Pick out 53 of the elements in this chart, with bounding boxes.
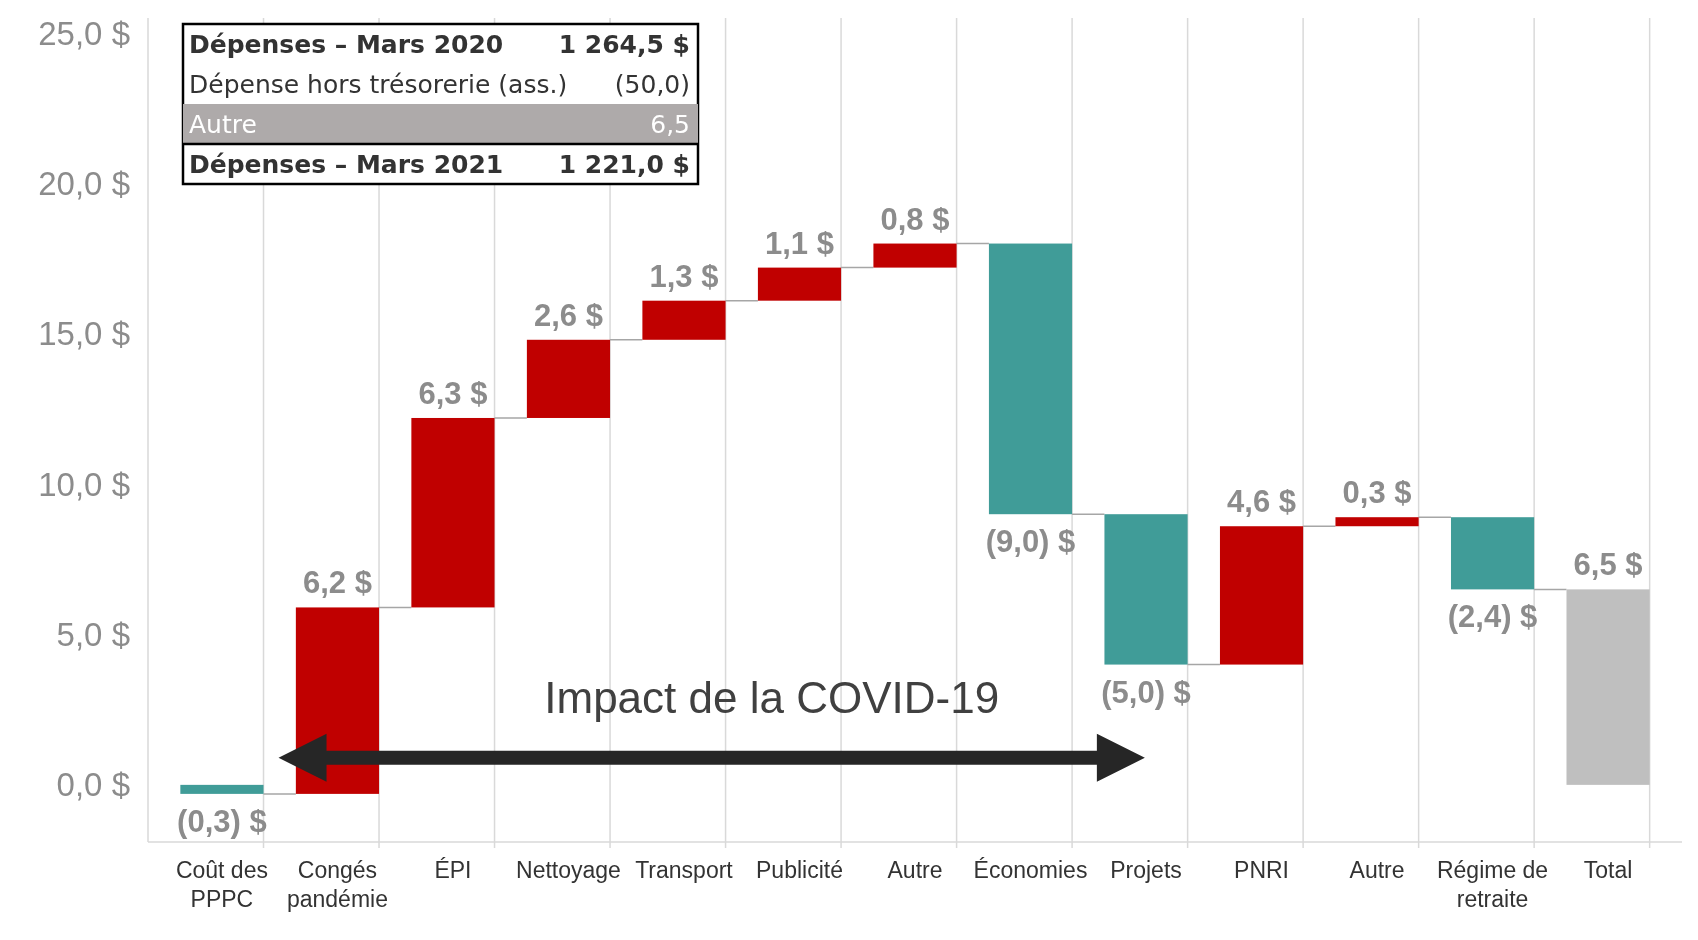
bar <box>1450 517 1535 590</box>
y-tick-label: 5,0 $ <box>56 616 130 654</box>
y-tick-label: 25,0 $ <box>38 14 130 52</box>
x-tick-label: Autre <box>887 857 943 883</box>
bar <box>1566 589 1650 785</box>
x-tick-label: Total <box>1583 857 1633 883</box>
annotation: Autre <box>189 109 257 139</box>
x-tick-label: ÉPI <box>434 857 472 883</box>
y-tick-label: 0,0 $ <box>56 766 130 804</box>
annotation: Dépense hors trésorerie (ass.) <box>189 69 568 99</box>
data-label: (9,0) $ <box>985 524 1076 560</box>
y-tick-label: 20,0 $ <box>38 164 130 202</box>
annotation: Impact de la COVID-19 <box>544 672 1000 722</box>
x-tick-label: Coût des PPPC <box>175 857 268 912</box>
bar <box>180 784 264 794</box>
x-tick-label: Transport <box>635 857 734 883</box>
x-tick-label: Congés pandémie <box>286 857 388 912</box>
data-label: 2,6 $ <box>533 297 603 333</box>
bar <box>757 267 842 301</box>
x-tick-label: Projets <box>1110 857 1182 883</box>
y-tick-label: 10,0 $ <box>38 465 130 503</box>
bar <box>411 417 495 608</box>
bar <box>873 243 957 268</box>
data-label: (5,0) $ <box>1101 674 1191 710</box>
bar <box>1104 514 1188 665</box>
x-tick-label: Économies <box>973 857 1088 883</box>
bar <box>1219 526 1304 665</box>
data-label: (0,3) $ <box>177 803 267 839</box>
annotation: 1 264,5 $ <box>558 29 690 59</box>
data-label: 1,1 $ <box>765 225 834 261</box>
data-label: 1,3 $ <box>649 258 719 294</box>
data-label: (2,4) $ <box>1447 599 1538 635</box>
data-label: 0,8 $ <box>880 201 950 237</box>
annotation: (50,0) <box>614 69 690 99</box>
y-tick-label: 15,0 $ <box>38 315 130 353</box>
annotation: Dépenses – Mars 2021 <box>189 149 504 179</box>
data-label: 0,3 $ <box>1342 475 1412 511</box>
x-tick-label: Nettoyage <box>516 857 621 883</box>
x-tick-label: Autre <box>1349 857 1405 883</box>
bar <box>1335 517 1419 527</box>
x-tick-label: Régime de retraite <box>1436 857 1549 912</box>
data-label: 4,6 $ <box>1227 484 1297 520</box>
data-label: 6,3 $ <box>418 375 488 411</box>
annotation: Dépenses – Mars 2020 <box>189 29 504 59</box>
data-label: 6,2 $ <box>302 565 372 601</box>
annotation: 1 221,0 $ <box>558 149 690 179</box>
annotation: 6,5 <box>650 109 690 139</box>
bar <box>642 300 726 340</box>
bar <box>526 339 611 418</box>
data-label: 6,5 $ <box>1573 547 1643 583</box>
x-tick-label: PNRI <box>1234 857 1290 883</box>
bar <box>988 243 1073 515</box>
x-tick-label: Publicité <box>756 857 843 883</box>
